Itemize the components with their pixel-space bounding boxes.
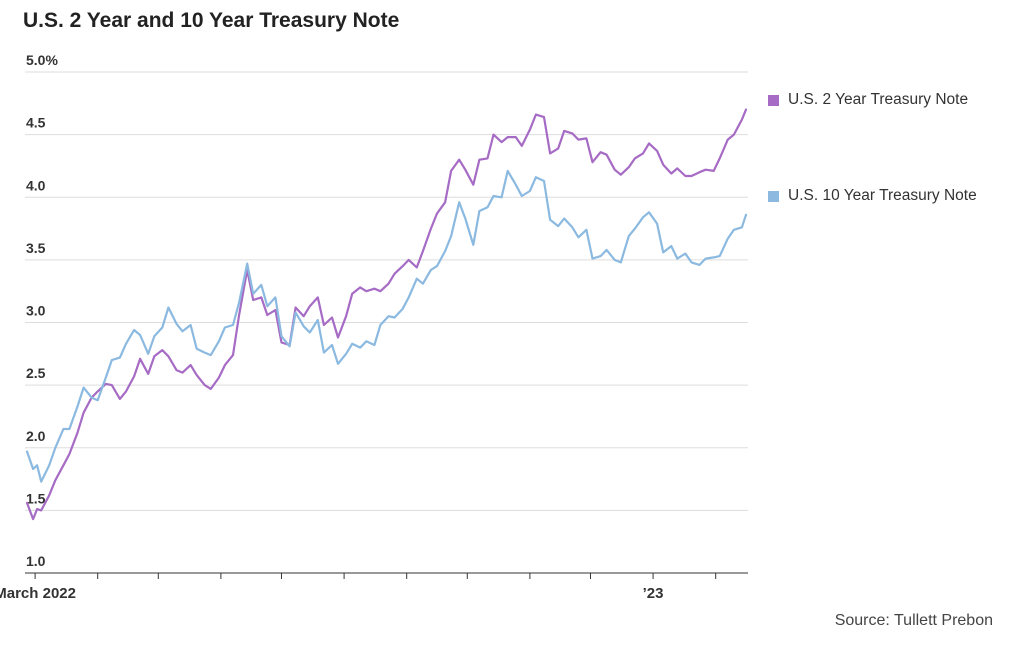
series-line-2yr [25,108,748,521]
series-line-10yr [25,169,748,483]
legend-label: U.S. 2 Year Treasury Note [788,91,969,108]
gridlines [25,71,748,574]
y-tick-label: 1.5 [26,490,46,506]
legend-swatch [768,94,779,106]
y-tick-label: 4.5 [26,115,46,131]
legend-label: U.S. 10 Year Treasury Note [788,187,977,204]
y-tick-label: 2.5 [26,365,46,381]
y-tick-label: 4.0 [26,177,46,193]
y-tick-label: 2.0 [26,428,46,444]
source-note: Source: Tullett Prebon [834,612,993,629]
x-tick-label: March 2022 [0,585,76,602]
y-tick-label: 3.0 [26,303,46,319]
series-lines [25,108,748,521]
y-tick-label: 1.0 [26,553,46,569]
x-tick-label: ’23 [643,585,664,602]
y-tick-label: 5.0% [26,52,58,68]
y-axis-ticks: 1.0 1.5 2.0 2.5 3.0 3.5 4.0 4.5 5.0% [26,52,58,569]
chart-title: U.S. 2 Year and 10 Year Treasury Note [23,9,400,32]
y-tick-label: 3.5 [26,240,46,256]
legend-swatch [768,190,779,202]
legend-item: U.S. 10 Year Treasury Note [768,187,977,205]
legend-item: U.S. 2 Year Treasury Note [768,91,968,109]
x-axis: March 2022 ’23 [0,573,717,602]
